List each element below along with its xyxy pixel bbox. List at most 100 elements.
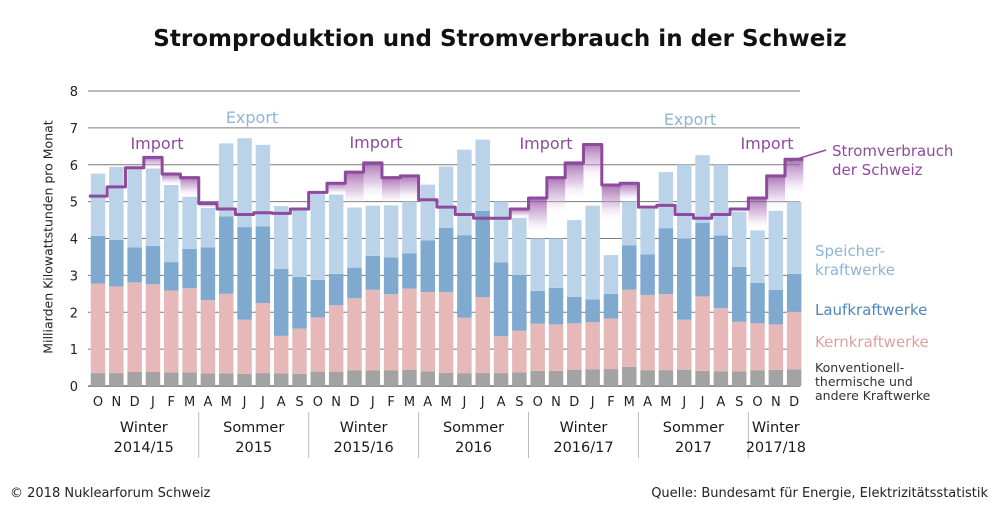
x-tick-label: M — [221, 395, 232, 410]
bar-segment — [530, 290, 545, 324]
legend-nuclear-label: Kernkraftwerke — [815, 333, 929, 351]
y-tick-label: 0 — [70, 380, 78, 395]
bar-segment — [255, 226, 271, 304]
bar-segment — [493, 336, 509, 374]
period-label: 2015 — [235, 440, 272, 456]
x-tick-label: D — [789, 395, 799, 410]
x-tick-label: J — [681, 395, 686, 410]
legend-storage-line2: kraftwerke — [815, 261, 895, 279]
import-area — [327, 183, 346, 195]
bar-segment — [328, 194, 344, 274]
period-label: Winter — [340, 420, 388, 436]
legend-consumption-line2: der Schweiz — [832, 161, 923, 179]
x-tick-label: O — [752, 395, 762, 410]
x-tick-label: N — [771, 395, 781, 410]
bar-segment — [530, 323, 545, 371]
x-tick-label: D — [130, 395, 140, 410]
x-tick-label: A — [423, 395, 432, 410]
consumption-line — [88, 142, 804, 220]
legend-consumption-line1: Stromverbrauch — [832, 142, 954, 160]
bar-segment — [383, 294, 399, 371]
bar-segment — [640, 370, 655, 386]
bar-segment — [365, 289, 381, 371]
y-tick-label: 4 — [70, 233, 78, 248]
bar-segment — [530, 238, 545, 291]
stacked-bars — [90, 138, 802, 386]
bar-segment — [475, 297, 490, 373]
bar-segment — [493, 201, 509, 263]
x-tick-label: J — [590, 395, 595, 410]
import-area — [565, 162, 584, 200]
bar-segment — [347, 267, 362, 299]
x-tick-label: A — [716, 395, 725, 410]
y-tick-label: 5 — [70, 196, 78, 211]
bar-segment — [218, 373, 234, 386]
period-label: 2017/18 — [746, 440, 806, 456]
import-area — [601, 185, 621, 222]
y-tick-label: 7 — [70, 122, 78, 137]
import-area — [766, 175, 785, 211]
bar-segment — [365, 255, 381, 290]
x-tick-label: M — [404, 395, 415, 410]
bar-segment — [273, 373, 289, 386]
bar-segment — [200, 247, 216, 301]
bar-segment — [127, 247, 142, 283]
bar-segment — [383, 205, 399, 258]
footer-copyright: © 2018 Nuklearforum Schweiz — [10, 486, 211, 501]
bar-segment — [603, 255, 619, 294]
bar-segment — [438, 227, 454, 292]
period-label: Sommer — [223, 420, 284, 436]
bar-segment — [695, 155, 710, 224]
bar-segment — [713, 235, 729, 309]
import-label: Import — [130, 134, 183, 153]
x-tick-label: J — [480, 395, 485, 410]
bar-segment — [512, 330, 527, 373]
bar-segment — [402, 288, 417, 370]
export-label: Export — [664, 110, 716, 129]
bar-segment — [127, 371, 142, 386]
x-tick-label: D — [569, 395, 579, 410]
bar-segment — [512, 217, 527, 276]
bar-segment — [164, 290, 179, 373]
bar-segment — [127, 282, 142, 372]
bar-segment — [109, 239, 124, 287]
x-tick-label: M — [184, 395, 195, 410]
bar-segment — [457, 317, 472, 374]
import-area — [510, 209, 529, 218]
bar-segment — [585, 205, 600, 300]
legend-nuclear: Kernkraftwerke — [815, 333, 929, 352]
x-tick-label: M — [624, 395, 635, 410]
bar-segment — [438, 372, 454, 386]
period-label: Sommer — [443, 420, 504, 436]
import-area — [162, 173, 181, 186]
bar-segment — [548, 287, 564, 325]
bar-segment — [731, 266, 747, 322]
bar-segment — [750, 230, 765, 283]
import-area — [143, 157, 163, 169]
period-label: Winter — [120, 420, 168, 436]
import-area — [583, 144, 602, 182]
bar-segment — [640, 209, 655, 255]
legend-conventional: Konventionell- thermische und andere Kra… — [815, 361, 930, 403]
bar-segment — [603, 318, 619, 370]
bar-segment — [512, 275, 527, 331]
bar-segment — [676, 369, 692, 386]
x-tick-label: A — [277, 395, 286, 410]
bar-segment — [347, 207, 362, 268]
bar-segment — [567, 296, 582, 324]
bar-segment — [731, 211, 747, 267]
x-tick-label: F — [387, 395, 394, 410]
bar-segment — [237, 227, 252, 320]
x-tick-label: N — [111, 395, 121, 410]
bar-segment — [365, 205, 381, 256]
bar-segment — [109, 166, 124, 240]
bar-segment — [731, 371, 747, 386]
bar-segment — [768, 369, 784, 386]
bar-segment — [402, 369, 417, 386]
bar-segment — [622, 366, 637, 386]
y-tick-labels: 0 1 2 3 4 5 6 7 8 — [70, 85, 78, 395]
bar-segment — [420, 184, 436, 241]
bar-segment — [200, 300, 216, 374]
